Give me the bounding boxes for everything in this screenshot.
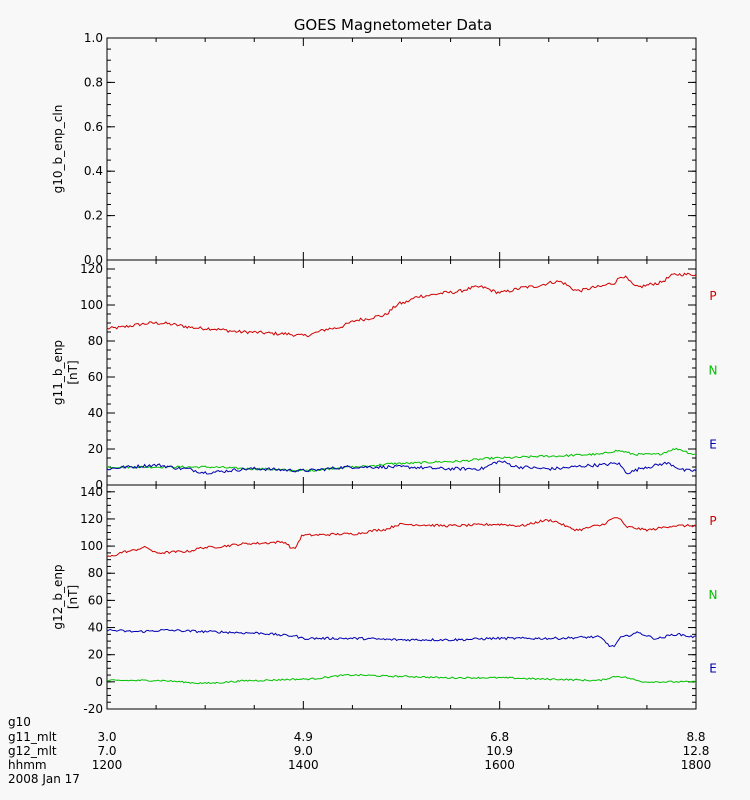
footer-row-label: g11_mlt <box>8 730 57 744</box>
footer-row-label: g10 <box>8 715 31 729</box>
footer-value: 3.0 <box>97 730 116 744</box>
y-tick-label: 100 <box>80 539 103 553</box>
series-E-line <box>106 628 697 648</box>
footer-value: 12.8 <box>683 744 710 758</box>
series-P-line <box>106 517 697 558</box>
y-tick-label: 100 <box>80 298 103 312</box>
y-tick-label: 80 <box>88 566 103 580</box>
footer-value: 10.9 <box>486 744 513 758</box>
y-tick-label: 0.0 <box>84 253 103 267</box>
y-axis-label: g12_b_enp <box>51 564 65 629</box>
legend-E: E <box>709 438 717 452</box>
y-tick-label: 0.8 <box>84 75 103 89</box>
footer-value: 1400 <box>288 758 319 772</box>
y-tick-label: 0 <box>95 478 103 492</box>
footer-row-label: hhmm <box>8 758 47 772</box>
series-E-line <box>106 460 697 475</box>
footer-value: 6.8 <box>490 730 509 744</box>
panel-1: 0.0 0.2 0.4 0.6 0.8 1.0 g10_b_enp_cln <box>51 31 697 267</box>
y-tick-label: 60 <box>88 593 103 607</box>
footer-value: 4.9 <box>294 730 313 744</box>
chart-title: GOES Magnetometer Data <box>294 16 492 34</box>
y-tick-label: 40 <box>88 621 103 635</box>
y-tick-label: 0.4 <box>84 164 103 178</box>
y-tick-label: 0.2 <box>84 209 103 223</box>
legend-N: N <box>709 363 718 377</box>
y-tick-label: -20 <box>83 702 103 716</box>
footer-value: 8.8 <box>686 730 705 744</box>
y-tick-label: 120 <box>80 512 103 526</box>
panel-frame <box>106 484 697 710</box>
y-tick-label: 20 <box>88 442 103 456</box>
panels: 0.0 0.2 0.4 0.6 0.8 1.0 g10_b_enp_cln 0 20 40 60 80… <box>51 31 717 716</box>
legend-P: P <box>709 514 716 528</box>
panel-3: -20 0 20 40 60 80 100 120 140 g12_b_enp [nT] P N E <box>51 484 718 716</box>
panel-frame <box>106 259 697 486</box>
y-tick-label: 80 <box>88 334 103 348</box>
y-tick-label: 140 <box>80 485 103 499</box>
legend-P: P <box>709 289 716 303</box>
footer-value: 1600 <box>484 758 515 772</box>
footer-value: 1800 <box>681 758 712 772</box>
footer-row-label: g12_mlt <box>8 744 57 758</box>
panel-frame <box>106 37 697 261</box>
y-tick-label: 20 <box>88 648 103 662</box>
series-N-line <box>106 447 697 473</box>
y-axis-unit: [nT] <box>66 360 80 384</box>
y-tick-label: 120 <box>80 262 103 276</box>
y-axis-label: g11_b_enp <box>51 340 65 405</box>
footer-value: 9.0 <box>294 744 313 758</box>
y-tick-label: 60 <box>88 370 103 384</box>
footer-value: 7.0 <box>97 744 116 758</box>
y-axis-label: g10_b_enp_cln <box>51 105 65 194</box>
y-axis-unit: [nT] <box>66 585 80 609</box>
y-tick-label: 0 <box>95 675 103 689</box>
series-N-line <box>106 673 697 685</box>
panel-2: 0 20 40 60 80 100 120 g11_b_enp [nT] P N E <box>51 259 718 492</box>
legend-N: N <box>709 588 718 602</box>
footer-value: 1200 <box>92 758 123 772</box>
legend-E: E <box>709 662 717 676</box>
footer-date: 2008 Jan 17 <box>8 772 80 786</box>
y-tick-label: 0.6 <box>84 120 103 134</box>
y-tick-label: 1.0 <box>84 31 103 45</box>
y-tick-label: 40 <box>88 406 103 420</box>
series-P-line <box>106 272 697 338</box>
